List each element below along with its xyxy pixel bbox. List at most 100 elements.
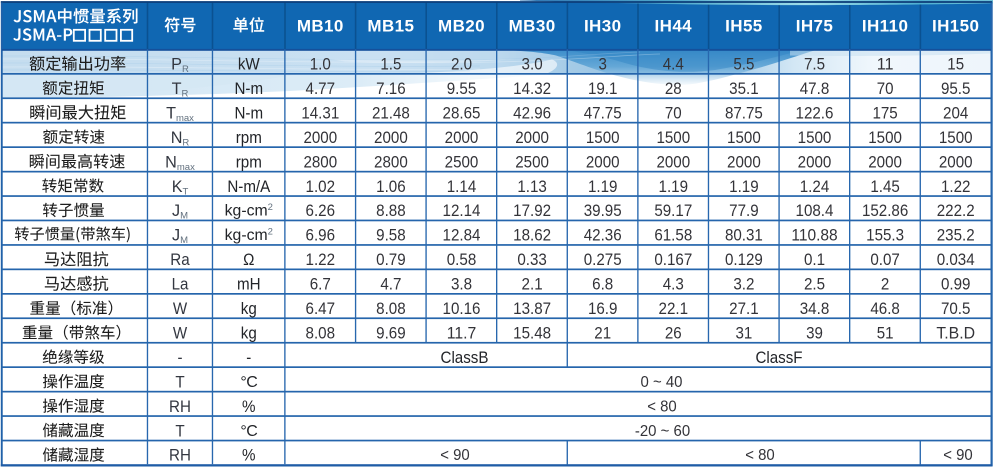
svg-text:-: - <box>246 349 251 367</box>
svg-text:42.96: 42.96 <box>513 104 551 122</box>
svg-text:204: 204 <box>943 104 968 122</box>
svg-text:70: 70 <box>877 80 894 98</box>
svg-text:21.48: 21.48 <box>372 104 410 122</box>
svg-text:39: 39 <box>806 325 823 343</box>
svg-text:13.87: 13.87 <box>513 300 551 318</box>
svg-text:1.22: 1.22 <box>306 251 336 269</box>
svg-text:T: T <box>175 422 184 440</box>
svg-text:175: 175 <box>872 104 897 122</box>
svg-text:47.8: 47.8 <box>800 80 830 98</box>
svg-text:61.58: 61.58 <box>654 227 692 245</box>
svg-text:6.96: 6.96 <box>306 227 336 245</box>
svg-text:2000: 2000 <box>939 153 973 171</box>
svg-text:4.3: 4.3 <box>663 276 684 294</box>
svg-text:2500: 2500 <box>445 153 479 171</box>
svg-text:28: 28 <box>665 80 682 98</box>
svg-text:2000: 2000 <box>303 129 337 147</box>
svg-text:ClassB: ClassB <box>441 349 489 367</box>
svg-text:1500: 1500 <box>798 129 832 147</box>
svg-text:1.02: 1.02 <box>306 178 336 196</box>
svg-text:2.5: 2.5 <box>804 276 825 294</box>
svg-text:La: La <box>172 276 189 294</box>
svg-text:14.31: 14.31 <box>301 104 339 122</box>
svg-text:222.2: 222.2 <box>937 202 975 220</box>
svg-text:RH: RH <box>169 447 191 465</box>
svg-text:3.2: 3.2 <box>733 276 754 294</box>
svg-text:15: 15 <box>947 56 964 74</box>
svg-text:34.8: 34.8 <box>800 300 830 318</box>
svg-text:°C: °C <box>240 374 257 391</box>
svg-text:1500: 1500 <box>586 129 620 147</box>
svg-text:ClassF: ClassF <box>755 349 802 367</box>
svg-text:70: 70 <box>665 104 682 122</box>
svg-text:22.1: 22.1 <box>659 300 689 318</box>
svg-text:46.8: 46.8 <box>870 300 900 318</box>
svg-text:8.88: 8.88 <box>376 202 406 220</box>
svg-text:2000: 2000 <box>798 153 832 171</box>
svg-text:2000: 2000 <box>727 153 761 171</box>
svg-text:MB15: MB15 <box>367 16 414 35</box>
svg-text:59.17: 59.17 <box>654 202 692 220</box>
svg-text:MB30: MB30 <box>509 16 556 35</box>
svg-text:4.4: 4.4 <box>663 56 684 74</box>
svg-text:1.14: 1.14 <box>447 178 477 196</box>
svg-text:1.19: 1.19 <box>729 178 759 196</box>
svg-text:< 80: < 80 <box>647 398 677 415</box>
svg-text:17.92: 17.92 <box>513 202 551 220</box>
svg-text:1500: 1500 <box>868 129 902 147</box>
svg-text:16.9: 16.9 <box>588 300 618 318</box>
svg-text:%: % <box>242 398 256 416</box>
svg-text:1.06: 1.06 <box>376 178 406 196</box>
svg-text:11: 11 <box>877 56 894 74</box>
svg-text:1.19: 1.19 <box>659 178 689 196</box>
svg-text:87.75: 87.75 <box>725 104 763 122</box>
svg-text:8.08: 8.08 <box>376 300 406 318</box>
svg-text:5.5: 5.5 <box>733 56 754 74</box>
svg-text:80.31: 80.31 <box>725 227 763 245</box>
svg-text:1500: 1500 <box>939 129 973 147</box>
svg-text:2800: 2800 <box>374 153 408 171</box>
svg-text:2000: 2000 <box>515 129 549 147</box>
svg-text:18.62: 18.62 <box>513 227 551 245</box>
svg-text:95.5: 95.5 <box>941 80 971 98</box>
svg-text:-20 ~ 60: -20 ~ 60 <box>635 423 690 440</box>
svg-text:35.1: 35.1 <box>729 80 759 98</box>
svg-text:rpm: rpm <box>236 129 262 147</box>
svg-text:11.7: 11.7 <box>447 325 477 343</box>
svg-text:kW: kW <box>238 56 261 74</box>
svg-text:42.36: 42.36 <box>584 227 622 245</box>
svg-text:2000: 2000 <box>374 129 408 147</box>
svg-text:4.77: 4.77 <box>306 80 336 98</box>
svg-text:MB10: MB10 <box>297 16 344 35</box>
svg-text:kg: kg <box>241 300 257 318</box>
svg-text:IH110: IH110 <box>862 16 908 35</box>
svg-text:27.1: 27.1 <box>729 300 759 318</box>
svg-text:6.8: 6.8 <box>592 276 613 294</box>
svg-text:0.034: 0.034 <box>937 251 975 269</box>
svg-text:6.7: 6.7 <box>310 276 331 294</box>
svg-text:70.5: 70.5 <box>941 300 971 318</box>
svg-text:19.1: 19.1 <box>588 80 618 98</box>
svg-text:RH: RH <box>169 398 191 416</box>
svg-text:6.26: 6.26 <box>306 202 336 220</box>
svg-text:2.0: 2.0 <box>451 56 472 74</box>
svg-text:IH30: IH30 <box>584 16 622 35</box>
svg-text:Ω: Ω <box>243 251 254 269</box>
svg-text:T: T <box>175 373 184 391</box>
svg-text:0.79: 0.79 <box>376 251 406 269</box>
svg-text:0 ~ 40: 0 ~ 40 <box>641 374 683 391</box>
svg-text:12.84: 12.84 <box>443 227 481 245</box>
svg-text:122.6: 122.6 <box>796 104 834 122</box>
svg-text:0.167: 0.167 <box>654 251 692 269</box>
svg-text:3.8: 3.8 <box>451 276 472 294</box>
svg-text:15.48: 15.48 <box>513 325 551 343</box>
svg-text:77.9: 77.9 <box>729 202 759 220</box>
svg-text:0.1: 0.1 <box>804 251 825 269</box>
svg-text:1500: 1500 <box>656 129 690 147</box>
svg-text:N-m/A: N-m/A <box>227 178 270 196</box>
svg-text:2800: 2800 <box>303 153 337 171</box>
svg-text:1.22: 1.22 <box>941 178 971 196</box>
svg-text:2000: 2000 <box>868 153 902 171</box>
svg-text:12.14: 12.14 <box>443 202 481 220</box>
svg-text:1.13: 1.13 <box>517 178 547 196</box>
